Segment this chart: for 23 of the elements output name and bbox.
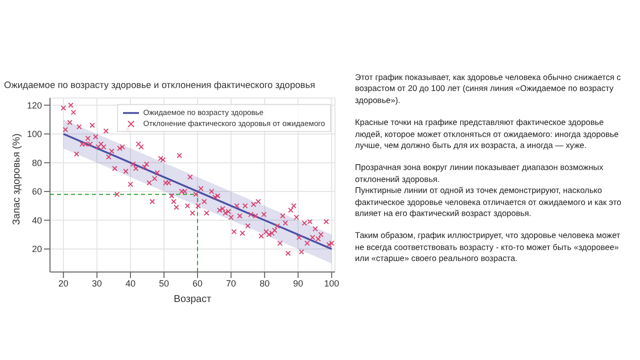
x-tick-label: 20 xyxy=(58,278,68,288)
x-tick-label: 70 xyxy=(226,278,236,288)
x-tick-label: 90 xyxy=(293,278,304,288)
chart-title: Ожидаемое по возрасту здоровье и отклонения фактического здоровья xyxy=(4,80,316,90)
text: Прозрачная зона вокруг линии показывает диапазон возможных отклонений здоровья. xyxy=(355,162,604,186)
x-tick-label: 60 xyxy=(192,278,203,288)
x-tick-label: 100 xyxy=(324,278,340,288)
text: Этот график показывает, как здоровье человека обычно снижается с возрастом от 20 до 100 лет (синяя линия «Ожидаемое по возрасту здоровье»). xyxy=(355,72,622,106)
x-tick-label: 50 xyxy=(158,278,170,288)
x-tick-label: 30 xyxy=(92,278,102,288)
x-tick-label: 80 xyxy=(260,278,270,288)
y-tick-label: 120 xyxy=(26,100,42,110)
y-tick-label: 80 xyxy=(32,158,42,168)
y-axis-title: Запас здоровья (%) xyxy=(12,133,23,225)
x-axis-title: Возраст xyxy=(174,294,212,305)
y-tick-label: 60 xyxy=(32,186,42,197)
y-tick-label: 20 xyxy=(32,244,42,254)
y-tick-label: 100 xyxy=(26,129,42,140)
text: Пунктирные линии от одной из точек демонстрируют, насколько фактическое здоровье человека отличается от ожидаемого и как это влияет на его фактический возраст здоровья. xyxy=(355,185,622,220)
x-tick-label: 40 xyxy=(125,278,136,288)
text: Красные точки на графике представляют фактическое здоровье людей, которое может отклоняться от ожидаемого: иногда здоровье лучше, чем должно быть для их возраста, а иногда — хуже. xyxy=(355,117,620,152)
y-tick-label: 40 xyxy=(32,215,42,226)
text: Таким образом, график иллюстрирует, что здоровье человека может не всегда соответствовать возрасту - кто-то может быть «здоровее» или «старше» своего реального возраста. xyxy=(355,230,622,265)
